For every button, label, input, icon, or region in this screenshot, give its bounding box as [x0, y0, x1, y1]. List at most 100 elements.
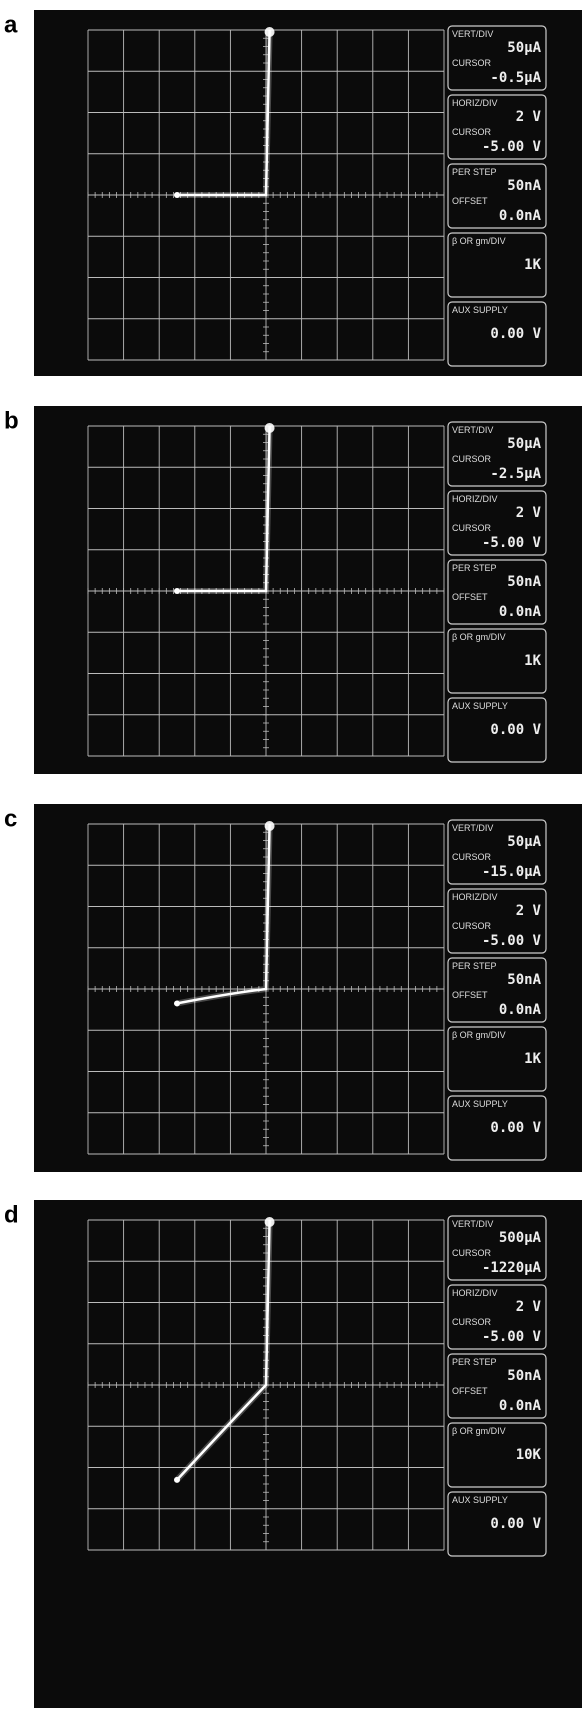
readout-title: AUX SUPPLY: [452, 1495, 508, 1505]
panel-label: b: [4, 407, 19, 434]
readout-sub-value: -2.5μA: [490, 466, 541, 482]
readout-title: β OR gm/DIV: [452, 1030, 506, 1040]
readout-value: 50μA: [507, 834, 541, 850]
readout-title: AUX SUPPLY: [452, 1099, 508, 1109]
readout-sub-value: -5.00 V: [482, 139, 542, 155]
readout-box: [447, 94, 547, 160]
readout-title: PER STEP: [452, 563, 497, 573]
scope-panel: b VERT/DIV 50μA CURSOR -2.5μA HORIZ/DIV 2 V CUR…: [4, 406, 582, 774]
readout-box: [447, 1215, 547, 1281]
trace-end: [174, 1476, 180, 1483]
readout-box: [447, 1422, 547, 1488]
scope-panel: c VERT/DIV 50μA CURSOR -15.0μA HORIZ/DIV 2 V CU…: [4, 804, 582, 1172]
screen: [34, 1200, 582, 1708]
readout-sub-title: CURSOR: [452, 1317, 492, 1327]
readout-box: [447, 628, 547, 694]
readout-title: PER STEP: [452, 167, 497, 177]
panel-label: a: [4, 11, 18, 38]
trace-end: [174, 1000, 180, 1007]
panel-label: c: [4, 805, 17, 832]
readout-sub-value: -5.00 V: [482, 933, 542, 949]
readout-value: 1K: [524, 1051, 541, 1067]
readout-value: 50nA: [507, 178, 541, 194]
readout-sub-title: CURSOR: [452, 58, 492, 68]
panel-label: d: [4, 1201, 19, 1228]
readout-title: AUX SUPPLY: [452, 701, 508, 711]
trace: [177, 29, 271, 197]
trace-spot: [264, 1217, 275, 1227]
trace-spot: [264, 821, 275, 831]
readout-sub-title: CURSOR: [452, 454, 492, 464]
readout-value: 0.00 V: [490, 722, 541, 738]
readout-box: [447, 1284, 547, 1350]
readout-value: 2 V: [516, 903, 542, 919]
readout-box: [447, 1095, 547, 1161]
readout-sub-value: -0.5μA: [490, 70, 541, 86]
readout-title: VERT/DIV: [452, 29, 493, 39]
readout-title: HORIZ/DIV: [452, 892, 498, 902]
readout-title: VERT/DIV: [452, 425, 493, 435]
readout-box: [447, 559, 547, 625]
readout-value: 2 V: [516, 1299, 542, 1315]
trace-spot: [264, 27, 275, 37]
readout-value: 0.00 V: [490, 326, 541, 342]
readout-box: [447, 25, 547, 91]
readout-title: HORIZ/DIV: [452, 98, 498, 108]
readout-value: 50nA: [507, 1368, 541, 1384]
readout-box: [447, 957, 547, 1023]
trace-end: [174, 192, 180, 198]
readout-sub-title: CURSOR: [452, 852, 492, 862]
readout-sub-value: -5.00 V: [482, 1329, 542, 1345]
readout-value: 50μA: [507, 436, 541, 452]
readout-value: 1K: [524, 257, 541, 273]
readout-title: VERT/DIV: [452, 823, 493, 833]
readout-sub-value: 0.0nA: [499, 1002, 542, 1018]
readout-title: HORIZ/DIV: [452, 1288, 498, 1298]
readout-box: [447, 421, 547, 487]
scope-panel: a VERT/DIV 50μA CURSOR -0.5μA HORIZ/DIV 2 V CUR…: [4, 10, 582, 376]
readout-sub-value: -5.00 V: [482, 535, 542, 551]
readout-value: 50nA: [507, 574, 541, 590]
readout-title: PER STEP: [452, 961, 497, 971]
readout-sub-title: CURSOR: [452, 921, 492, 931]
readout-box: [447, 490, 547, 556]
readout-value: 50nA: [507, 972, 541, 988]
trace: [176, 823, 271, 1005]
readout-value: 1K: [524, 653, 541, 669]
readout-box: [447, 888, 547, 954]
readout-sub-value: -1220μA: [482, 1260, 542, 1276]
scope-panel: d VERT/DIV 500μA CURSOR -1220μA HORIZ/DIV 2 V C…: [4, 1200, 582, 1708]
readout-sub-title: OFFSET: [452, 592, 488, 602]
readout-box: [447, 232, 547, 298]
readout-sub-title: CURSOR: [452, 1248, 492, 1258]
trace: [177, 425, 271, 593]
readout-title: PER STEP: [452, 1357, 497, 1367]
readout-value: 2 V: [516, 505, 542, 521]
readout-box: [447, 819, 547, 885]
readout-title: β OR gm/DIV: [452, 236, 506, 246]
readout-title: β OR gm/DIV: [452, 632, 506, 642]
readout-sub-title: OFFSET: [452, 1386, 488, 1396]
readout-value: 10K: [516, 1447, 542, 1463]
readout-title: HORIZ/DIV: [452, 494, 498, 504]
readout-sub-value: -15.0μA: [482, 864, 542, 880]
trace: [176, 1219, 271, 1481]
readout-sub-title: CURSOR: [452, 523, 492, 533]
readout-title: AUX SUPPLY: [452, 305, 508, 315]
readout-title: β OR gm/DIV: [452, 1426, 506, 1436]
readout-sub-title: CURSOR: [452, 127, 492, 137]
readout-box: [447, 1026, 547, 1092]
readout-box: [447, 1491, 547, 1557]
trace-spot: [264, 423, 275, 433]
readout-value: 0.00 V: [490, 1516, 541, 1532]
readout-value: 50μA: [507, 40, 541, 56]
readout-title: VERT/DIV: [452, 1219, 493, 1229]
readout-value: 0.00 V: [490, 1120, 541, 1136]
readout-sub-title: OFFSET: [452, 990, 488, 1000]
readout-sub-value: 0.0nA: [499, 208, 542, 224]
readout-sub-value: 0.0nA: [499, 604, 542, 620]
readout-value: 2 V: [516, 109, 542, 125]
readout-value: 500μA: [499, 1230, 542, 1246]
readout-box: [447, 163, 547, 229]
